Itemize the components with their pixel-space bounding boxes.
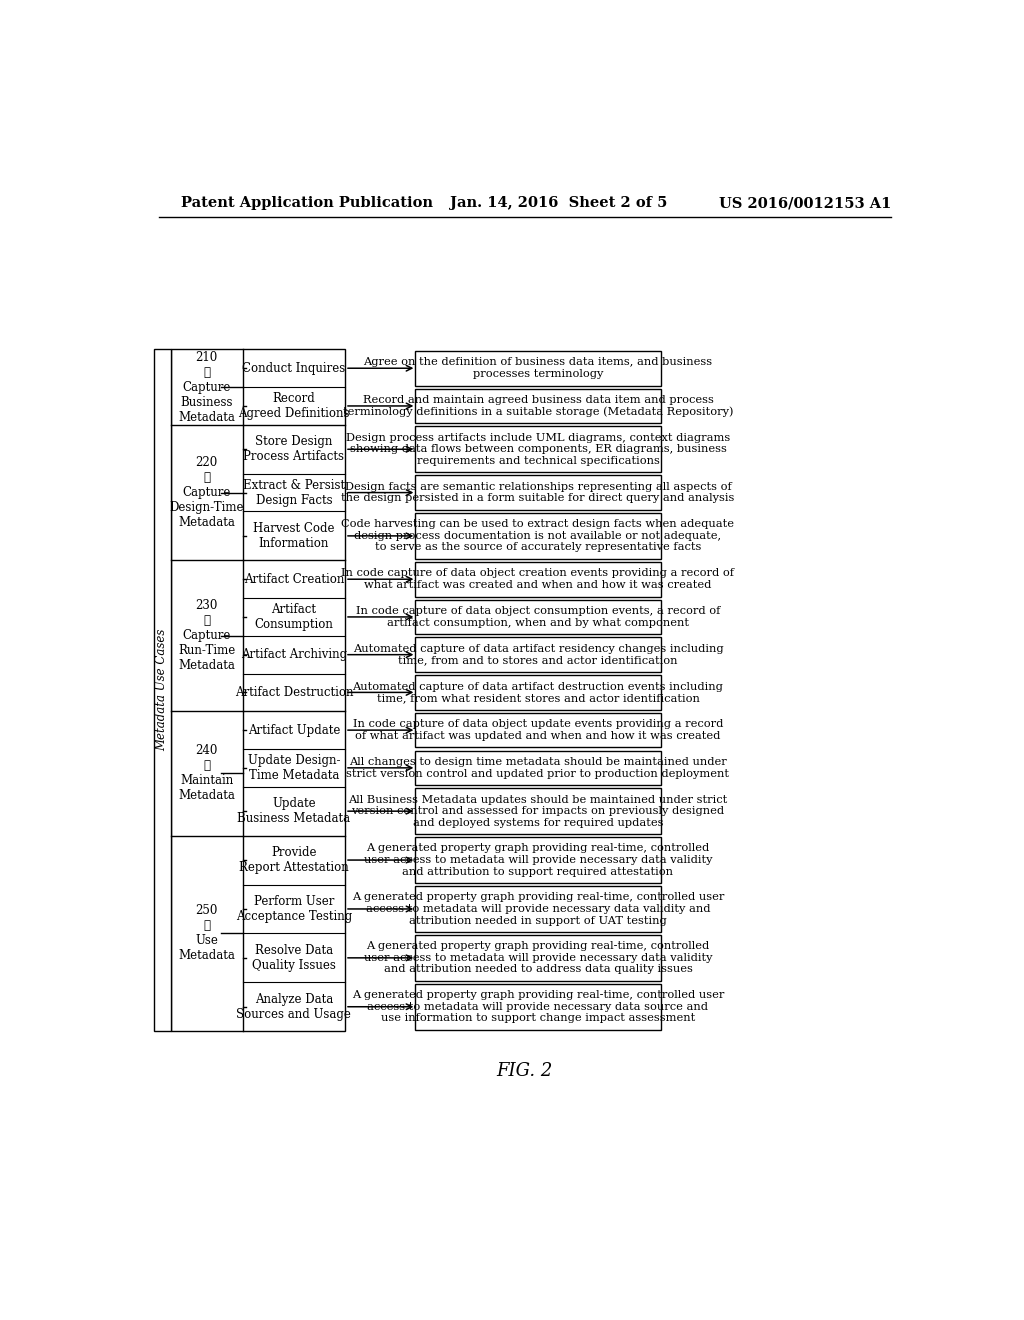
Text: Resolve Data
Quality Issues: Resolve Data Quality Issues: [252, 944, 336, 972]
Bar: [415, 599, 662, 635]
Bar: [415, 562, 662, 597]
Text: Update Design-
Time Metadata: Update Design- Time Metadata: [248, 754, 340, 781]
Text: Artifact
Consumption: Artifact Consumption: [254, 603, 333, 631]
Bar: [415, 983, 662, 1030]
Text: Artifact Archiving: Artifact Archiving: [241, 648, 347, 661]
Text: Harvest Code
Information: Harvest Code Information: [253, 521, 335, 550]
Text: Artifact Update: Artifact Update: [248, 723, 340, 737]
Text: In code capture of data object update events providing a record
of what artifact: In code capture of data object update ev…: [353, 719, 723, 741]
Text: Store Design
Process Artifacts: Store Design Process Artifacts: [244, 436, 344, 463]
Text: Design facts are semantic relationships representing all aspects of
the design p: Design facts are semantic relationships …: [341, 482, 734, 503]
Text: In code capture of data object creation events providing a record of
what artifa: In code capture of data object creation …: [341, 569, 734, 590]
Bar: [415, 675, 662, 710]
Text: 220
⎺
Capture
Design-Time
Metadata: 220 ⎺ Capture Design-Time Metadata: [169, 457, 244, 529]
Text: Conduct Inquires: Conduct Inquires: [243, 362, 345, 375]
Text: A generated property graph providing real-time, controlled
user access to metada: A generated property graph providing rea…: [364, 941, 713, 974]
Text: Artifact Creation: Artifact Creation: [244, 573, 344, 586]
Text: A generated property graph providing real-time, controlled user
access to metada: A generated property graph providing rea…: [352, 892, 724, 925]
Text: Record
Agreed Definitions: Record Agreed Definitions: [239, 392, 349, 420]
Text: Metadata Use Cases: Metadata Use Cases: [156, 630, 169, 751]
Text: All Business Metadata updates should be maintained under strict
version control : All Business Metadata updates should be …: [348, 795, 728, 828]
Bar: [415, 351, 662, 385]
Bar: [415, 513, 662, 558]
Bar: [415, 886, 662, 932]
Bar: [415, 788, 662, 834]
Text: Design process artifacts include UML diagrams, context diagrams
showing data flo: Design process artifacts include UML dia…: [346, 433, 730, 466]
Text: In code capture of data object consumption events, a record of
artifact consumpt: In code capture of data object consumpti…: [355, 606, 720, 628]
Text: FIG. 2: FIG. 2: [497, 1063, 553, 1080]
Text: Artifact Destruction: Artifact Destruction: [234, 686, 353, 698]
Text: Code harvesting can be used to extract design facts when adequate
design process: Code harvesting can be used to extract d…: [341, 519, 734, 553]
Text: Automated capture of data artifact destruction events including
time, from what : Automated capture of data artifact destr…: [352, 681, 723, 704]
Text: Extract & Persist
Design Facts: Extract & Persist Design Facts: [243, 479, 345, 507]
Bar: [415, 388, 662, 424]
Bar: [415, 638, 662, 672]
Bar: [415, 426, 662, 473]
Text: Analyze Data
Sources and Usage: Analyze Data Sources and Usage: [237, 993, 351, 1020]
Text: 210
⎺
Capture
Business
Metadata: 210 ⎺ Capture Business Metadata: [178, 351, 236, 424]
Text: Perform User
Acceptance Testing: Perform User Acceptance Testing: [236, 895, 352, 923]
Bar: [154, 350, 171, 1031]
Text: Provide
Report Attestation: Provide Report Attestation: [239, 846, 349, 874]
Text: All changes to design time metadata should be maintained under
strict version co: All changes to design time metadata shou…: [346, 758, 729, 779]
Text: Patent Application Publication: Patent Application Publication: [180, 197, 433, 210]
Text: Automated capture of data artifact residency changes including
time, from and to: Automated capture of data artifact resid…: [352, 644, 723, 665]
Text: 240
⎺
Maintain
Metadata: 240 ⎺ Maintain Metadata: [178, 744, 236, 803]
Text: Jan. 14, 2016  Sheet 2 of 5: Jan. 14, 2016 Sheet 2 of 5: [450, 197, 667, 210]
Bar: [171, 350, 345, 1031]
Text: A generated property graph providing real-time, controlled
user access to metada: A generated property graph providing rea…: [364, 843, 713, 876]
Bar: [415, 713, 662, 747]
Text: Record and maintain agreed business data item and process
terminology definition: Record and maintain agreed business data…: [343, 395, 733, 417]
Text: Agree on the definition of business data items, and business
processes terminolo: Agree on the definition of business data…: [364, 358, 713, 379]
Text: A generated property graph providing real-time, controlled user
access to metada: A generated property graph providing rea…: [352, 990, 724, 1023]
Text: 250
⎺
Use
Metadata: 250 ⎺ Use Metadata: [178, 904, 236, 962]
Bar: [415, 475, 662, 510]
Bar: [415, 751, 662, 785]
Text: Update
Business Metadata: Update Business Metadata: [238, 797, 350, 825]
Text: 230
⎺
Capture
Run-Time
Metadata: 230 ⎺ Capture Run-Time Metadata: [178, 599, 236, 672]
Text: US 2016/0012153 A1: US 2016/0012153 A1: [719, 197, 891, 210]
Bar: [415, 935, 662, 981]
Bar: [415, 837, 662, 883]
